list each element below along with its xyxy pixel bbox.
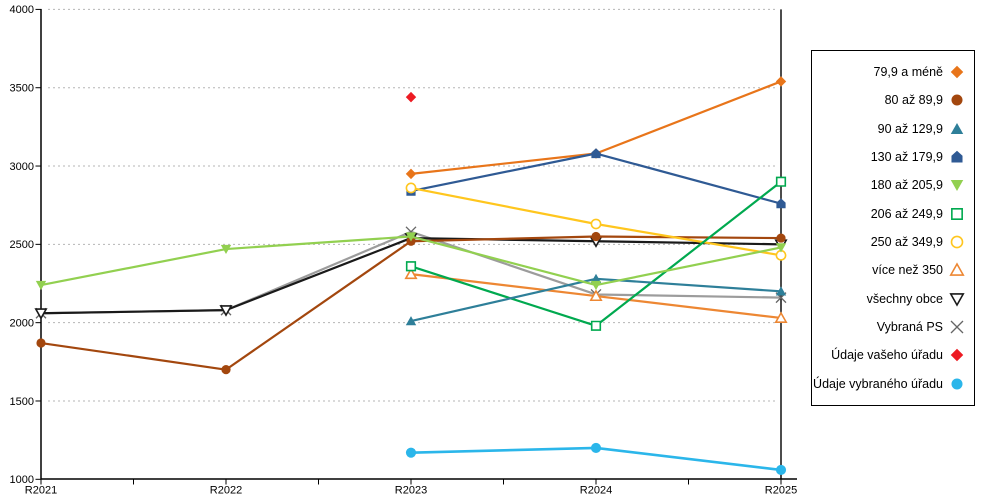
y-axis-tick-label: 3000 xyxy=(10,161,34,173)
gridlines xyxy=(48,8,777,402)
triangle-up-marker-icon xyxy=(950,122,964,134)
x-axis-tick-label: R2024 xyxy=(580,485,612,497)
square-marker-icon xyxy=(951,207,963,220)
legend-item: 80 až 89,9 xyxy=(812,92,974,108)
series-8-line xyxy=(404,267,788,323)
legend-label: více než 350 xyxy=(872,263,943,278)
series-11-line xyxy=(405,91,417,103)
series-7-line xyxy=(405,182,787,261)
legend-item: Údaje vybraného úřadu xyxy=(812,376,974,392)
series-1-line xyxy=(405,76,787,180)
series-6-line xyxy=(405,176,787,331)
legend-item: všechny obce xyxy=(812,291,974,307)
legend-item: Vybraná PS xyxy=(812,319,974,335)
series-5-line xyxy=(35,232,787,291)
legend-item: 180 až 205,9 xyxy=(812,177,974,193)
legend-label: 250 až 349,9 xyxy=(870,234,943,249)
legend-label: 180 až 205,9 xyxy=(870,178,943,193)
legend-label: 80 až 89,9 xyxy=(884,93,943,108)
legend-item: Údaje vašeho úřadu xyxy=(812,347,974,363)
diamond-marker-icon xyxy=(950,349,964,362)
legend-label: všechny obce xyxy=(866,291,943,306)
y-axis-tick-label: 3500 xyxy=(10,83,34,95)
circle-marker-icon xyxy=(950,235,964,249)
circle-marker-icon xyxy=(951,378,963,390)
legend-label: 79,9 a méně xyxy=(873,64,944,79)
x-axis-tick-label: R2021 xyxy=(25,485,57,497)
legend-label: 90 až 129,9 xyxy=(877,121,943,136)
diamond-marker-icon xyxy=(950,65,964,79)
x-axis-tick-label: R2025 xyxy=(765,485,797,497)
chart-legend: 79,9 a méně 80 až 89,9 90 až 129,9 130 až 1… xyxy=(811,50,975,406)
legend-label: Údaje vašeho úřadu xyxy=(831,348,943,363)
legend-item: 90 až 129,9 xyxy=(812,121,974,137)
circle-marker-icon xyxy=(951,94,963,107)
legend-label: Vybraná PS xyxy=(876,319,943,334)
triangle-up-marker-icon xyxy=(949,262,965,277)
legend-label: 206 až 249,9 xyxy=(870,206,943,221)
y-axis-tick-label: 4000 xyxy=(10,4,34,16)
x-axis-tick-label: R2022 xyxy=(210,485,242,497)
pentagon-marker-icon xyxy=(951,150,963,163)
y-axis-tick-label: 2500 xyxy=(10,239,34,251)
legend-label: Údaje vybraného úřadu xyxy=(813,376,943,391)
legend-item: více než 350 xyxy=(812,262,974,278)
legend-item: 79,9 a méně xyxy=(812,64,974,80)
triangle-down-marker-icon xyxy=(949,292,965,307)
y-axis-tick-label: 1500 xyxy=(10,396,34,408)
y-axis-tick-label: 1000 xyxy=(10,474,34,486)
series-2-line xyxy=(36,231,786,375)
legend-label: 130 až 179,9 xyxy=(870,149,943,164)
series-4-line xyxy=(406,148,786,209)
legend-item: 250 až 349,9 xyxy=(812,234,974,250)
series-12-line xyxy=(405,442,787,475)
x-axis-tick-label: R2023 xyxy=(395,485,427,497)
legend-item: 130 až 179,9 xyxy=(812,149,974,165)
legend-item: 206 až 249,9 xyxy=(812,206,974,222)
triangle-down-marker-icon xyxy=(950,180,964,192)
cross-marker-icon xyxy=(950,320,964,334)
series-3-line xyxy=(405,273,787,326)
y-axis-tick-label: 2000 xyxy=(10,317,34,329)
